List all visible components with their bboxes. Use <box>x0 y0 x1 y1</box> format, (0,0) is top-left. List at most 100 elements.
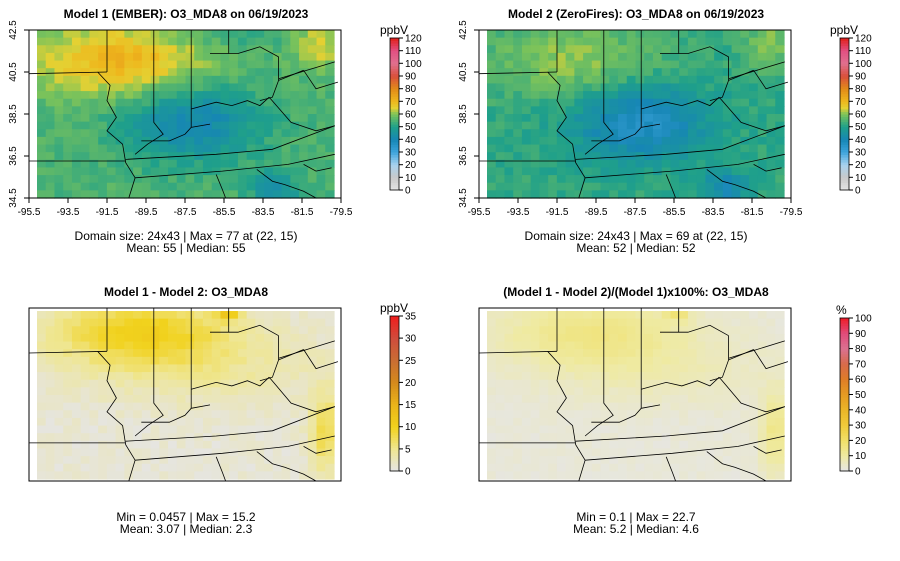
grid-cell <box>71 190 82 199</box>
grid-cell <box>89 30 99 39</box>
grid-cell <box>133 379 143 388</box>
grid-cell <box>600 456 610 465</box>
grid-cell <box>290 379 300 388</box>
grid-cell <box>626 175 637 184</box>
grid-cell <box>290 159 300 169</box>
grid-cell <box>714 341 724 350</box>
grid-cell <box>521 136 532 146</box>
grid-cell <box>687 410 698 419</box>
grid-cell <box>71 372 82 381</box>
grid-cell <box>185 440 195 450</box>
grid-cell <box>679 379 689 388</box>
grid-cell <box>299 318 309 327</box>
grid-cell <box>548 349 558 358</box>
grid-cell <box>705 417 715 427</box>
grid-cell <box>670 129 680 138</box>
grid-cell <box>194 37 204 46</box>
grid-cell <box>264 402 274 411</box>
grid-cell <box>325 395 335 404</box>
grid-cell <box>45 98 56 107</box>
grid-cell <box>487 98 497 107</box>
grid-cell <box>513 311 523 320</box>
grid-cell <box>609 167 619 176</box>
grid-cell <box>670 136 680 146</box>
grid-cell <box>504 387 514 396</box>
grid-cell <box>115 448 125 457</box>
grid-cell <box>98 349 108 358</box>
grid-cell <box>307 410 318 419</box>
grid-cell <box>722 45 733 54</box>
grid-cell <box>757 68 768 77</box>
grid-cell <box>530 433 541 442</box>
grid-cell <box>237 175 248 184</box>
grid-cell <box>539 114 549 123</box>
grid-cell <box>255 395 265 404</box>
grid-cell <box>124 45 134 54</box>
legend-swatch <box>840 50 849 54</box>
grid-cell <box>556 456 567 465</box>
grid-cell <box>495 52 506 62</box>
grid-cell <box>565 440 575 450</box>
grid-cell <box>106 175 117 184</box>
grid-cell <box>325 98 335 107</box>
grid-cell <box>696 121 706 130</box>
grid-cell <box>644 387 654 396</box>
grid-cell <box>54 129 64 138</box>
grid-cell <box>246 182 256 191</box>
grid-cell <box>89 349 99 358</box>
grid-cell <box>609 83 619 92</box>
plot-title: Model 1 (EMBER): O3_MDA8 on 06/19/2023 <box>64 7 309 21</box>
grid-cell <box>609 52 619 62</box>
grid-cell <box>495 121 506 130</box>
grid-cell <box>609 37 619 46</box>
grid-cell <box>168 417 178 427</box>
grid-cell <box>539 326 549 335</box>
grid-cell <box>635 129 645 138</box>
grid-cell <box>176 68 187 77</box>
grid-cell <box>661 45 672 54</box>
grid-cell <box>264 318 274 327</box>
grid-cell <box>705 114 715 123</box>
grid-cell <box>556 121 567 130</box>
grid-cell <box>504 30 514 39</box>
grid-cell <box>325 121 335 130</box>
grid-cell <box>202 37 213 46</box>
grid-cell <box>150 326 160 335</box>
grid-cell <box>237 318 248 327</box>
grid-cell <box>115 326 125 335</box>
legend-swatch <box>390 440 399 444</box>
grid-cell <box>37 182 47 191</box>
legend-tick-label: 30 <box>855 148 867 159</box>
grid-cell <box>600 333 610 343</box>
grid-cell <box>281 144 291 153</box>
grid-cell <box>211 45 222 54</box>
grid-cell <box>583 417 593 427</box>
grid-cell <box>775 463 785 472</box>
grid-cell <box>775 440 785 450</box>
grid-cell <box>255 91 265 100</box>
grid-cell <box>63 106 73 115</box>
grid-cell <box>574 402 584 411</box>
grid-cell <box>63 121 73 130</box>
state-boundary <box>584 308 614 437</box>
state-boundary <box>591 123 661 142</box>
grid-cell <box>722 456 733 465</box>
grid-cell <box>54 433 64 442</box>
grid-cell <box>644 417 654 427</box>
grid-cell <box>635 463 645 472</box>
grid-cell <box>609 129 619 138</box>
grid-cell <box>150 144 160 153</box>
grid-cell <box>539 433 549 442</box>
grid-cell <box>661 52 672 62</box>
grid-cell <box>609 456 619 465</box>
legend-swatch <box>390 50 399 54</box>
grid-cell <box>89 364 99 373</box>
grid-cell <box>504 114 514 123</box>
grid-cell <box>618 425 628 434</box>
grid-cell <box>670 402 680 411</box>
grid-cell <box>325 341 335 350</box>
legend-swatch <box>840 159 849 163</box>
grid-cell <box>521 144 532 153</box>
grid-cell <box>159 402 169 411</box>
grid-cell <box>600 410 610 419</box>
